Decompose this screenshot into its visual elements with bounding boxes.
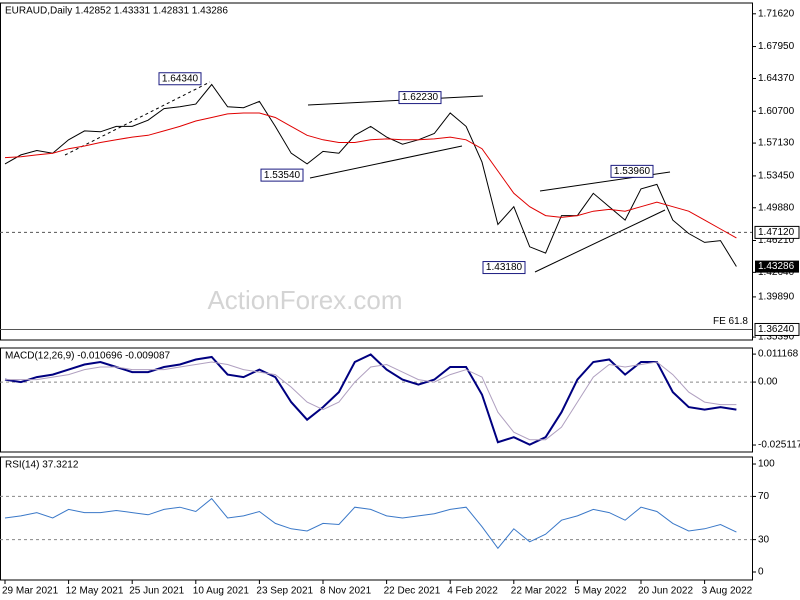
- y-tick-label: 1.71620: [758, 8, 795, 19]
- panel-frame: [0, 456, 753, 581]
- trend-line: [534, 209, 666, 273]
- x-tick-label: 20 Jun 2022: [638, 586, 693, 597]
- level-box: [754, 322, 800, 336]
- watermark: ActionForex.com: [207, 285, 402, 315]
- x-tick-label: 10 Aug 2021: [193, 586, 250, 597]
- y-tick-label: 1.60700: [758, 106, 795, 117]
- trend-line: [309, 145, 463, 179]
- y-tick-label: 0.00: [758, 377, 778, 388]
- annotation-label: 1.43180: [486, 262, 523, 273]
- x-tick-label: 23 Sep 2021: [256, 586, 313, 597]
- y-tick-label: 1.53450: [758, 171, 795, 182]
- x-tick-label: 22 Dec 2021: [384, 586, 441, 597]
- y-tick-label: 1.49880: [758, 202, 795, 213]
- panel-title: MACD(12,26,9) -0.010696 -0.009087: [5, 351, 171, 362]
- y-tick-label: -0.025117: [758, 440, 800, 451]
- last-price-box: [755, 260, 799, 273]
- x-tick-label: 25 Jun 2021: [129, 586, 184, 597]
- series-line: [4, 497, 737, 550]
- level-label: 1.36240: [758, 324, 795, 335]
- level-note: FE 61.8: [713, 316, 748, 327]
- annotation-box: [260, 168, 304, 182]
- annotation-label: 1.64340: [162, 73, 199, 84]
- annotation-label: 1.62230: [402, 92, 439, 103]
- y-tick-label: 1.67950: [758, 41, 795, 52]
- y-tick-label: 1.39890: [758, 292, 795, 303]
- trend-line: [307, 95, 484, 106]
- y-tick-label: 0.011168: [758, 349, 799, 360]
- annotation-label: 1.53960: [614, 166, 651, 177]
- series-line: [4, 112, 737, 239]
- annotation-box: [610, 164, 654, 178]
- annotation-box: [482, 261, 526, 275]
- x-tick-label: 4 Feb 2022: [447, 586, 498, 597]
- x-tick-label: 8 Nov 2021: [320, 586, 372, 597]
- annotation-label: 1.53540: [264, 170, 301, 181]
- series-line: [4, 83, 737, 267]
- last-price-label: 1.43286: [758, 261, 795, 272]
- annotation-box: [158, 72, 202, 86]
- x-tick-label: 29 Mar 2021: [2, 586, 59, 597]
- y-tick-label: 1.46210: [758, 235, 795, 246]
- x-tick-label: 22 Mar 2022: [511, 586, 568, 597]
- y-tick-label: 0: [758, 567, 764, 578]
- x-tick-label: 12 May 2021: [66, 586, 124, 597]
- series-line: [5, 361, 737, 441]
- x-tick-label: 3 Aug 2022: [702, 586, 753, 597]
- y-tick-label: 30: [758, 534, 770, 545]
- y-tick-label: 1.35390: [758, 332, 795, 343]
- y-tick-label: 70: [758, 491, 770, 502]
- y-tick-label: 100: [758, 459, 775, 470]
- panel-frame: [0, 2, 753, 341]
- series-line: [4, 353, 737, 446]
- annotation-box: [398, 91, 442, 105]
- y-tick-label: 1.57130: [758, 138, 795, 149]
- panel-frame: [0, 347, 753, 453]
- x-tick-label: 5 May 2022: [574, 586, 627, 597]
- level-label: 1.47120: [758, 227, 795, 238]
- level-box: [754, 225, 800, 239]
- panel-title: RSI(14) 37.3212: [5, 460, 79, 471]
- panel-title: EURAUD,Daily 1.42852 1.43331 1.42831 1.4…: [5, 6, 228, 17]
- y-tick-label: 1.64370: [758, 73, 795, 84]
